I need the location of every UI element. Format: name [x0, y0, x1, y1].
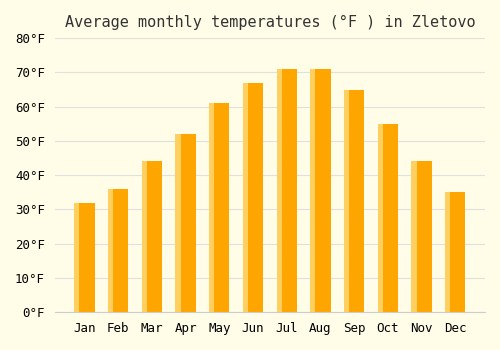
- Bar: [176, 134, 196, 312]
- Bar: [310, 69, 330, 312]
- Bar: [142, 161, 162, 312]
- Bar: [74, 203, 80, 312]
- Bar: [276, 69, 297, 312]
- Bar: [74, 203, 94, 312]
- Bar: [142, 161, 147, 312]
- Bar: [108, 189, 113, 312]
- Bar: [378, 124, 398, 312]
- Title: Average monthly temperatures (°F ) in Zletovo: Average monthly temperatures (°F ) in Zl…: [64, 15, 475, 30]
- Bar: [243, 83, 248, 312]
- Bar: [445, 193, 466, 312]
- Bar: [445, 193, 450, 312]
- Bar: [176, 134, 180, 312]
- Bar: [108, 189, 128, 312]
- Bar: [276, 69, 281, 312]
- Bar: [344, 90, 364, 312]
- Bar: [344, 90, 349, 312]
- Bar: [209, 103, 214, 312]
- Bar: [412, 161, 416, 312]
- Bar: [378, 124, 383, 312]
- Bar: [243, 83, 263, 312]
- Bar: [310, 69, 316, 312]
- Bar: [209, 103, 230, 312]
- Bar: [412, 161, 432, 312]
